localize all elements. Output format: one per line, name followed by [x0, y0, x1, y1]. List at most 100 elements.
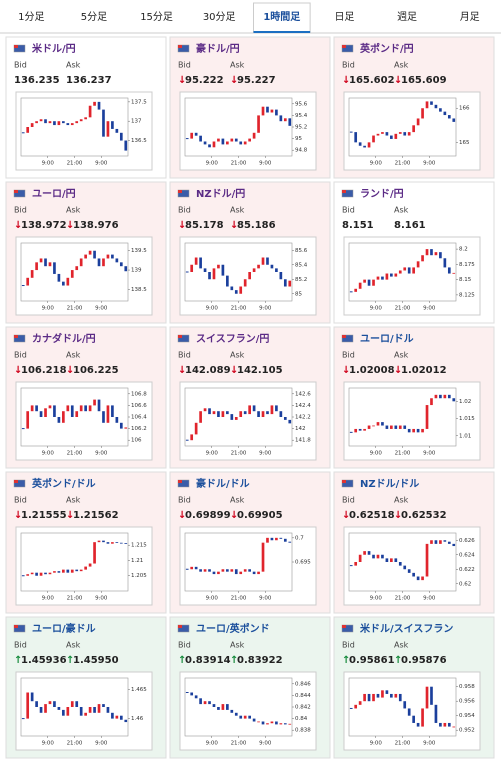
flag [341, 189, 354, 198]
candle [407, 267, 411, 274]
candle [124, 719, 128, 723]
tab[interactable]: 30分足 [203, 11, 236, 23]
candle [234, 290, 238, 294]
bid-label: Bid [178, 61, 191, 70]
candle [66, 569, 70, 573]
x-tick-label: 9:00 [423, 741, 436, 747]
y-tick-label: 142.6 [295, 391, 311, 397]
y-tick-label: 142.4 [295, 403, 311, 409]
chart-frame [15, 91, 153, 171]
flag-mark [14, 45, 18, 48]
candle [252, 571, 256, 575]
y-tick-label: 136.5 [131, 138, 147, 144]
candle [70, 701, 74, 707]
tab-bar [0, 0, 501, 33]
candle [30, 405, 34, 412]
pair-title[interactable]: ユーロ/ドル [360, 333, 414, 345]
x-tick-label: 9:00 [42, 596, 55, 602]
candle [372, 554, 375, 559]
candle [119, 262, 123, 267]
chart-frame [343, 381, 481, 461]
candle [425, 686, 429, 709]
y-tick-label: 106 [131, 438, 142, 444]
candle [412, 572, 415, 577]
x-tick-label: 9:00 [206, 306, 219, 312]
candle [93, 542, 96, 564]
candle [111, 254, 114, 259]
tab[interactable]: 日足 [334, 11, 354, 23]
flag [13, 189, 26, 198]
candle [111, 712, 114, 719]
flag [177, 479, 190, 488]
candle [394, 425, 398, 429]
bid-label: Bid [14, 496, 27, 505]
tab[interactable]: 5分足 [81, 11, 107, 23]
x-tick-label: 9:00 [259, 451, 272, 457]
x-tick-label: 21:00 [395, 741, 411, 747]
candle [75, 411, 79, 417]
candle [381, 422, 384, 426]
candle [111, 542, 114, 544]
candle [97, 101, 101, 110]
y-tick-label: 139 [131, 268, 142, 274]
pair-title[interactable]: 豪ドル/ドル [196, 477, 250, 490]
pair-title[interactable]: ランド/円 [360, 188, 404, 200]
y-tick-label: 1.01 [459, 433, 471, 439]
candle [354, 562, 358, 566]
tab[interactable]: 1時間足 [263, 10, 301, 23]
candle [48, 262, 52, 267]
candle [407, 708, 411, 716]
candle [412, 125, 415, 133]
bid-value: 1.21555 [21, 510, 67, 521]
pair-title[interactable]: 英ポンド/ドル [31, 477, 96, 490]
pair-title[interactable]: カナダドル/円 [32, 332, 96, 345]
tab[interactable]: 週足 [397, 11, 417, 23]
y-tick-label: 165 [459, 140, 470, 146]
candle [398, 132, 402, 134]
candle [275, 537, 278, 541]
candle [119, 422, 123, 429]
x-tick-label: 9:00 [42, 161, 55, 167]
candle [212, 571, 216, 575]
tab[interactable]: 月足 [460, 11, 480, 23]
candle [390, 693, 393, 698]
candle [376, 133, 380, 136]
bid-label: Bid [342, 206, 355, 215]
candle [88, 707, 92, 713]
candle [421, 108, 424, 119]
chart-frame [15, 671, 153, 751]
pair-title[interactable]: NZドル/ドル [360, 478, 419, 490]
pair-title[interactable]: NZドル/円 [196, 188, 245, 200]
tab[interactable]: 15分足 [140, 11, 173, 23]
candle [425, 101, 429, 109]
arrow: ↓ [230, 365, 238, 376]
x-tick-label: 9:00 [42, 741, 55, 747]
candle [266, 723, 269, 725]
pair-title[interactable]: ユーロ/英ポンド [196, 622, 270, 635]
candle [443, 111, 447, 116]
pair-title[interactable]: 米ドル/円 [32, 42, 76, 55]
y-tick-label: 106.2 [131, 426, 147, 432]
candle [70, 123, 74, 126]
candle [84, 254, 87, 259]
flag [341, 334, 354, 343]
tab[interactable]: 1分足 [18, 11, 44, 23]
pair-title[interactable]: 豪ドル/円 [196, 42, 240, 55]
candle [385, 425, 389, 429]
arrow: ↓ [178, 365, 186, 376]
candle [75, 121, 79, 124]
y-tick-label: 166 [459, 106, 470, 112]
pair-title[interactable]: ユーロ/豪ドル [32, 622, 96, 635]
candle [190, 692, 194, 696]
candle [452, 118, 456, 122]
y-tick-label: 94.8 [295, 148, 308, 154]
pair-title[interactable]: 英ポンド/円 [359, 42, 414, 55]
pair-title[interactable]: スイスフラン/円 [196, 333, 269, 345]
candle [208, 408, 211, 415]
candle [275, 268, 278, 272]
candle [106, 405, 110, 423]
y-tick-label: 106.6 [131, 403, 147, 409]
pair-title[interactable]: 米ドル/スイスフラン [360, 622, 453, 635]
candle [283, 118, 287, 122]
pair-title[interactable]: ユーロ/円 [32, 188, 76, 200]
